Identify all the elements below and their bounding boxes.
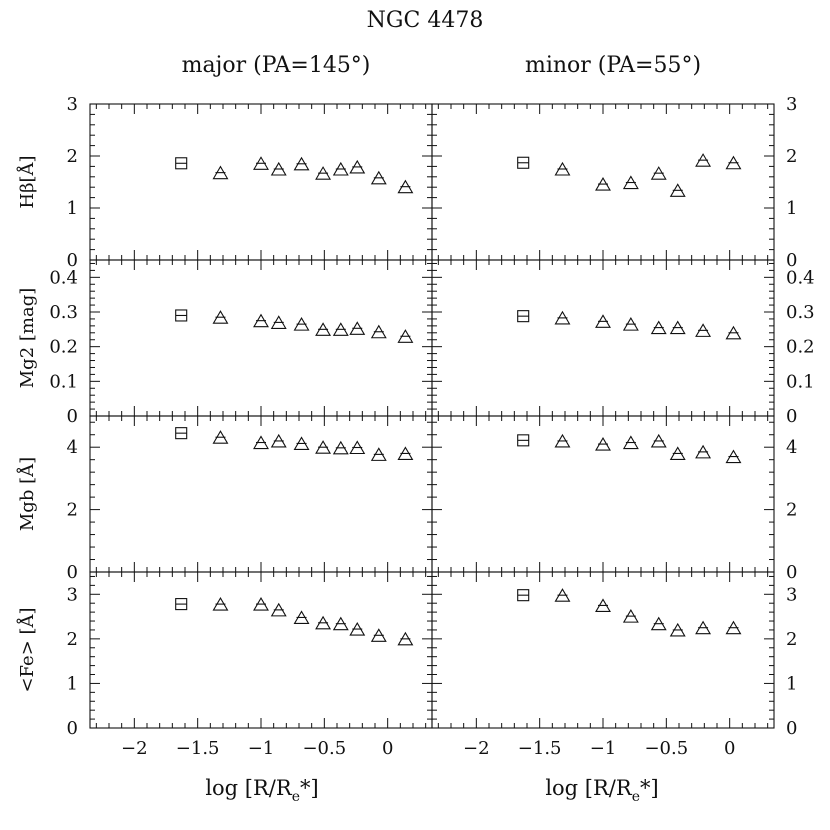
y-tick-label: 0.3 bbox=[786, 302, 815, 323]
y-tick-label: 2 bbox=[67, 500, 78, 521]
x-tick-label: −1.5 bbox=[518, 738, 562, 759]
panel-fe-major: 0 1 2 3 −2 −1.5 −1 −0.5 0 bbox=[67, 571, 433, 759]
x-tick-label: −0.5 bbox=[644, 738, 688, 759]
y-tick-label: 0 bbox=[786, 250, 797, 271]
y-tick-label: 4 bbox=[786, 437, 797, 458]
panel-frame bbox=[89, 103, 433, 261]
column-title-minor: minor (PA=55°) bbox=[525, 53, 701, 78]
panel-frame bbox=[431, 415, 775, 573]
panel-grid: 01230123Hβ[Å]00.10.20.30.400.10.20.30.4M… bbox=[16, 94, 815, 759]
y-tick-label: 1 bbox=[67, 198, 78, 219]
y-tick-label: 3 bbox=[786, 584, 797, 605]
x-axis-label-minor: log [R/Re*] bbox=[545, 776, 658, 805]
y-tick-label: 4 bbox=[67, 437, 78, 458]
chart-title: NGC 4478 bbox=[367, 8, 484, 33]
x-tick-label: −1 bbox=[248, 738, 275, 759]
y-tick-label: 2 bbox=[786, 500, 797, 521]
y-tick-label: 3 bbox=[786, 94, 797, 115]
x-tick-label: −2 bbox=[121, 738, 148, 759]
panel-frame bbox=[431, 103, 775, 261]
y-tick-label: 1 bbox=[67, 673, 78, 694]
panel-mgb-major: 0 2 4 bbox=[67, 415, 433, 583]
panel-mg2-major: 0 0.1 0.2 0.3 0.4 bbox=[49, 259, 433, 427]
y-tick-label: 0 bbox=[67, 406, 78, 427]
y-tick-label: 1 bbox=[786, 198, 797, 219]
column-title-major: major (PA=145°) bbox=[182, 53, 371, 78]
x-tick-label: −1.5 bbox=[176, 738, 220, 759]
y-tick-label: 1 bbox=[786, 673, 797, 694]
y-tick-label: 0 bbox=[67, 250, 78, 271]
y-tick-label: 0.4 bbox=[49, 267, 78, 288]
x-tick-label: −0.5 bbox=[302, 738, 346, 759]
y-tick-label: 3 bbox=[67, 584, 78, 605]
y-tick-label: 0.3 bbox=[49, 302, 78, 323]
panel-frame bbox=[89, 415, 433, 573]
panel-fe-minor: 0 1 2 3 −2 −1.5 −1 −0.5 0 bbox=[431, 571, 797, 759]
panel-frame bbox=[431, 571, 775, 729]
y-tick-label: 2 bbox=[67, 146, 78, 167]
panel-mg2-minor: 0 0.1 0.2 0.3 0.4 bbox=[431, 259, 815, 427]
x-tick-label: −1 bbox=[590, 738, 617, 759]
x-axis-label-major: log [R/Re*] bbox=[205, 776, 318, 805]
y-tick-label: 0 bbox=[786, 718, 797, 739]
panel-frame bbox=[431, 259, 775, 417]
y-tick-label: 0.4 bbox=[786, 267, 815, 288]
panel-hbeta-minor: 0 1 2 3 bbox=[431, 94, 797, 271]
y-axis-label-fe: <Fe> [Å] bbox=[16, 607, 38, 692]
y-tick-label: 0.1 bbox=[786, 371, 815, 392]
x-tick-label: −2 bbox=[463, 738, 490, 759]
y-tick-label: 0 bbox=[786, 562, 797, 583]
y-tick-label: 2 bbox=[786, 629, 797, 650]
panel-mgb-minor: 0 2 4 bbox=[431, 415, 797, 583]
y-tick-label: 0.2 bbox=[49, 337, 78, 358]
y-tick-label: 0.2 bbox=[786, 337, 815, 358]
y-tick-label: 2 bbox=[786, 146, 797, 167]
y-tick-label: 0 bbox=[67, 562, 78, 583]
x-tick-label: 0 bbox=[724, 738, 735, 759]
y-axis-label-mg2: Mg2 [mag] bbox=[17, 288, 38, 389]
y-axis-label-mgb: Mgb [Å] bbox=[16, 457, 38, 531]
y-axis-label-hbeta: Hβ[Å] bbox=[16, 155, 38, 208]
panel-frame bbox=[89, 571, 433, 729]
panel-hbeta-major: 0 1 2 3 bbox=[67, 94, 433, 271]
y-tick-label: 0 bbox=[786, 406, 797, 427]
y-tick-label: 2 bbox=[67, 629, 78, 650]
x-tick-label: 0 bbox=[382, 738, 393, 759]
y-tick-label: 3 bbox=[67, 94, 78, 115]
y-tick-label: 0 bbox=[67, 718, 78, 739]
y-tick-label: 0.1 bbox=[49, 371, 78, 392]
